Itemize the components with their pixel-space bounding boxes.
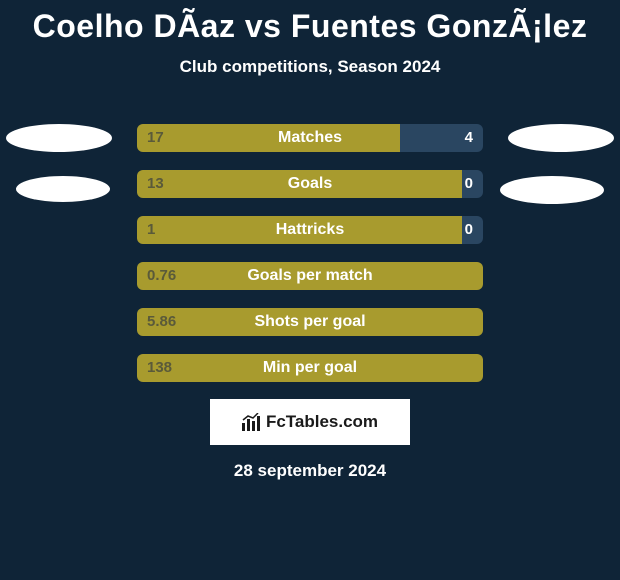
stat-bar: Goals130 (137, 170, 483, 198)
page-title: Coelho DÃ­az vs Fuentes GonzÃ¡lez (0, 0, 620, 45)
logo-box: FcTables.com (210, 399, 410, 445)
page-subtitle: Club competitions, Season 2024 (0, 57, 620, 77)
bar-segment-left (137, 262, 483, 290)
stat-row: Min per goal138 (0, 345, 620, 391)
stat-row: Goals130 (0, 161, 620, 207)
logo-text: FcTables.com (266, 412, 378, 432)
bar-segment-left (137, 124, 400, 152)
bar-segment-right (400, 124, 483, 152)
stat-bar: Hattricks10 (137, 216, 483, 244)
stat-bar: Min per goal138 (137, 354, 483, 382)
bar-segment-left (137, 308, 483, 336)
stat-row: Hattricks10 (0, 207, 620, 253)
stat-bar: Shots per goal5.86 (137, 308, 483, 336)
stat-row: Matches174 (0, 115, 620, 161)
bar-segment-left (137, 216, 462, 244)
stat-bar: Goals per match0.76 (137, 262, 483, 290)
bar-segment-right (462, 170, 483, 198)
logo: FcTables.com (242, 412, 378, 432)
date-label: 28 september 2024 (0, 461, 620, 481)
bar-segment-right (462, 216, 483, 244)
comparison-infographic: Coelho DÃ­az vs Fuentes GonzÃ¡lez Club c… (0, 0, 620, 580)
bar-segment-left (137, 170, 462, 198)
stat-row: Goals per match0.76 (0, 253, 620, 299)
chart-icon (242, 413, 262, 431)
stat-bar: Matches174 (137, 124, 483, 152)
stat-row: Shots per goal5.86 (0, 299, 620, 345)
stat-rows: Matches174 Goals130 Hattricks10 Goals per m… (0, 115, 620, 391)
bar-segment-left (137, 354, 483, 382)
